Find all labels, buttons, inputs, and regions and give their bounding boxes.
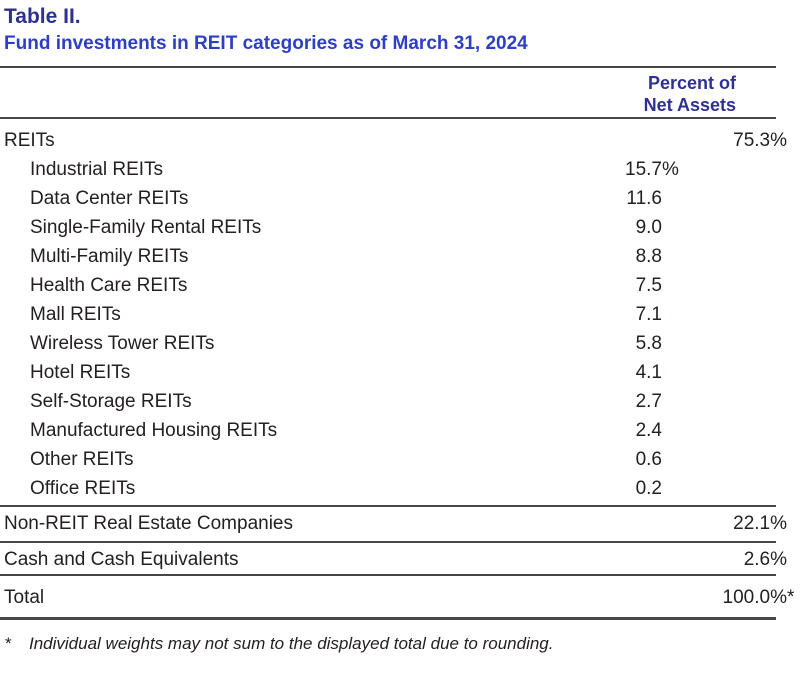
footnote-marker: * <box>5 634 12 653</box>
divider-bottom-thick <box>0 617 776 620</box>
column-header-percent-of-net-assets: Percent of Net Assets <box>644 72 736 116</box>
row-value: 9.0 <box>635 216 662 238</box>
row-value: 7.1 <box>635 303 662 325</box>
column-header-line1: Percent of <box>647 73 736 93</box>
divider-top <box>0 66 776 68</box>
table-subtitle: Fund investments in REIT categories as o… <box>4 33 528 54</box>
row-label: Total <box>4 586 45 608</box>
row-value: 75.3% <box>733 129 787 151</box>
row-label: Manufactured Housing REITs <box>30 419 278 441</box>
row-label: Health Care REITs <box>30 274 188 296</box>
row-value: 5.8 <box>635 332 662 354</box>
divider-header <box>0 117 776 119</box>
row-value: 22.1% <box>733 512 787 534</box>
row-label: Non-REIT Real Estate Companies <box>4 512 293 534</box>
table-row: Hotel REITs 4.1 <box>0 358 802 387</box>
table-row: Data Center REITs 11.6 <box>0 184 802 213</box>
table-row: Industrial REITs 15.7 % <box>0 155 802 184</box>
row-value-wrap: 2.6% <box>744 549 787 571</box>
row-footnote-marker: * <box>787 586 795 608</box>
row-value: 4.1 <box>635 361 662 383</box>
divider-above-non-reit <box>0 505 776 507</box>
column-header-line2: Net Assets <box>643 95 736 115</box>
row-value: 8.8 <box>635 245 662 267</box>
table-row-total: Total 100.0% * <box>0 581 802 614</box>
row-value: 0.2 <box>635 477 662 499</box>
table-row-reits: REITs 75.3% <box>0 126 802 155</box>
table-row: Single-Family Rental REITs 9.0 <box>0 213 802 242</box>
summary-section-total: Total 100.0% * <box>0 581 802 614</box>
table-row: Self-Storage REITs 2.7 <box>0 387 802 416</box>
row-value: 2.6% <box>743 548 787 570</box>
footnote-text: Individual weights may not sum to the di… <box>29 634 554 653</box>
table-row: Wireless Tower REITs 5.8 <box>0 329 802 358</box>
reit-rows: REITs 75.3% Industrial REITs 15.7 % Data… <box>0 126 802 503</box>
row-value: 0.6 <box>635 448 662 470</box>
table-row-cash: Cash and Cash Equivalents 2.6% <box>0 543 802 576</box>
row-label: Self-Storage REITs <box>30 390 192 412</box>
row-value-wrap: 100.0% * <box>722 586 795 609</box>
table-row: Health Care REITs 7.5 <box>0 271 802 300</box>
row-label: Hotel REITs <box>30 361 131 383</box>
row-value: 7.5 <box>635 274 662 296</box>
divider-above-total <box>0 574 776 576</box>
row-value: 11.6 <box>626 187 662 209</box>
row-value-wrap: 75.3% <box>733 130 787 152</box>
row-value: 15.7 <box>625 158 662 180</box>
row-label: REITs <box>4 129 55 151</box>
row-label: Office REITs <box>30 477 136 499</box>
row-label: Wireless Tower REITs <box>30 332 215 354</box>
row-value: 2.7 <box>635 390 662 412</box>
row-label: Mall REITs <box>30 303 121 325</box>
row-label: Data Center REITs <box>30 187 189 209</box>
row-label: Single-Family Rental REITs <box>30 216 262 238</box>
table-row: Mall REITs 7.1 <box>0 300 802 329</box>
table-number-title: Table II. <box>4 5 81 28</box>
row-label: Industrial REITs <box>30 158 164 180</box>
divider-above-cash <box>0 541 776 543</box>
table-row: Manufactured Housing REITs 2.4 <box>0 416 802 445</box>
row-label: Other REITs <box>30 448 134 470</box>
table-row: Other REITs 0.6 <box>0 445 802 474</box>
row-value-suffix: % <box>662 158 679 180</box>
row-value: 100.0% <box>722 586 787 608</box>
table-row: Multi-Family REITs 8.8 <box>0 242 802 271</box>
summary-section-non-reit: Non-REIT Real Estate Companies 22.1% <box>0 507 802 540</box>
table-row: Office REITs 0.2 <box>0 474 802 503</box>
row-label: Multi-Family REITs <box>30 245 189 267</box>
table-row-non-reit: Non-REIT Real Estate Companies 22.1% <box>0 507 802 540</box>
footnote: * Individual weights may not sum to the … <box>5 634 554 654</box>
row-value-wrap: 22.1% <box>733 513 787 535</box>
row-label: Cash and Cash Equivalents <box>4 548 239 570</box>
summary-section-cash: Cash and Cash Equivalents 2.6% <box>0 543 802 576</box>
row-value: 2.4 <box>635 419 662 441</box>
